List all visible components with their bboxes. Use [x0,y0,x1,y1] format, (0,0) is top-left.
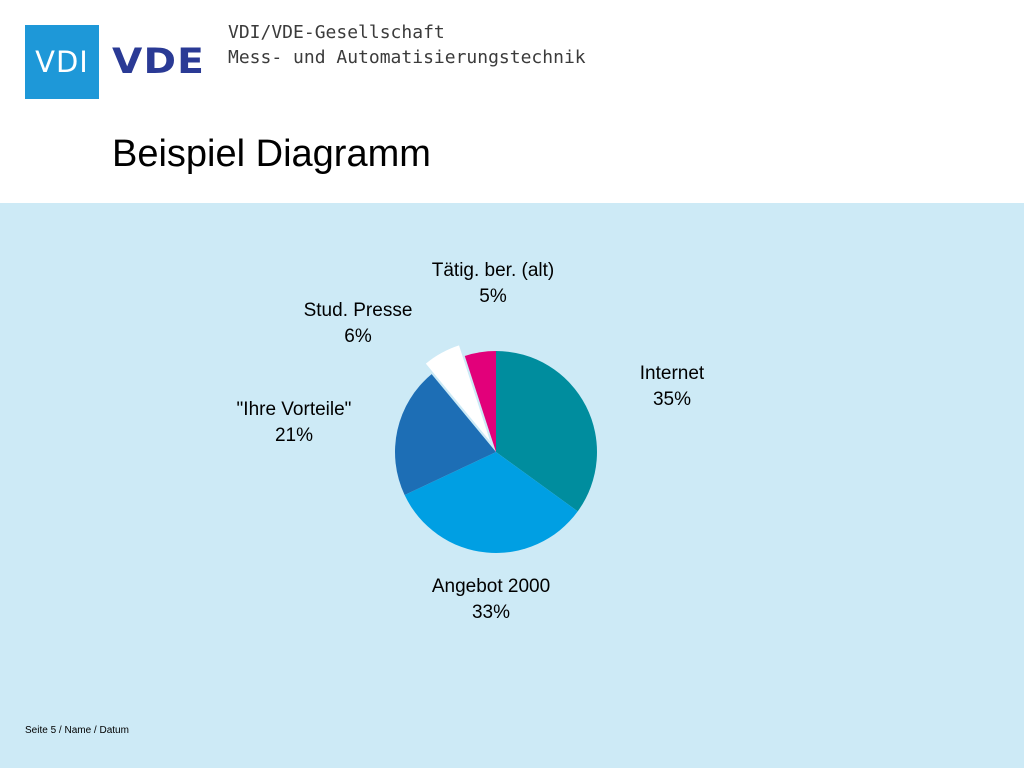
slide-footer: Seite 5 / Name / Datum [25,725,129,736]
slice-label-4: Tätig. ber. (alt) [432,260,555,281]
slice-label-2: "Ihre Vorteile" [237,399,352,420]
slice-label-1: Angebot 2000 [432,576,550,597]
pie-slice-0 [496,351,597,512]
slide-title: Beispiel Diagramm [112,133,431,175]
slice-value-label-2: 21% [275,425,313,446]
pie-slice-2 [395,374,496,496]
vde-logo: VDE [112,42,206,82]
slice-value-label-3: 6% [344,326,372,347]
pie-slice-4 [464,351,496,452]
pie-slice-1 [404,452,578,553]
slice-label-0: Internet [640,363,705,384]
org-name-line1: VDI/VDE-Gesellschaft [228,22,445,43]
slice-value-label-4: 5% [479,286,507,307]
slice-value-label-0: 35% [653,389,691,410]
slice-label-3: Stud. Presse [304,300,413,321]
vdi-logo-text: VDI [35,45,89,79]
vdi-logo: VDI [25,25,99,99]
pie-chart: Internet 35% Angebot 2000 33% "Ihre Vorteile… [237,260,705,623]
chart-panel: Internet 35% Angebot 2000 33% "Ihre Vorteile… [0,203,1024,768]
org-name-line2: Mess- und Automatisierungstechnik [228,47,586,68]
pie-slice-3 [425,345,491,442]
slice-value-label-1: 33% [472,602,510,623]
